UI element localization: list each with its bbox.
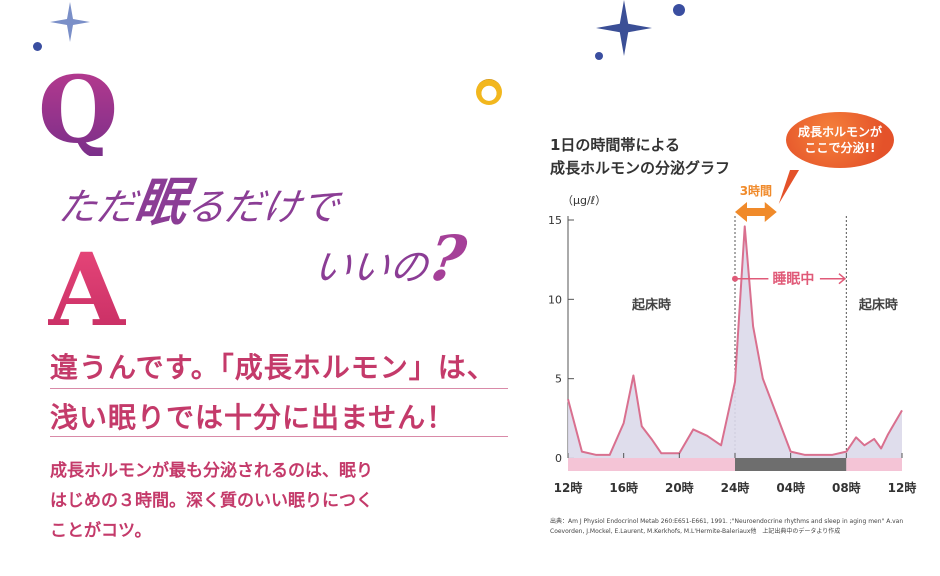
decor-dot: [673, 4, 685, 16]
awake-band: [568, 458, 735, 471]
answer-letter: A: [48, 231, 126, 349]
answer-body-text: 成長ホルモンが最も分泌されるのは、眠り はじめの３時間。深く質のいい眠りにつく …: [50, 461, 373, 541]
three-hours-arrow-head: [735, 202, 747, 222]
y-tick-label: 0: [555, 452, 562, 465]
source-citation: 出典：Am J Physiol Endocrinol Metab 260:E65…: [550, 518, 904, 535]
y-tick-label: 15: [548, 214, 562, 227]
x-tick-label: 20時: [665, 480, 694, 495]
x-tick-label: 08時: [832, 480, 861, 495]
answer-headline-1: 違うんです。「成長ホルモン」は、: [50, 351, 496, 384]
callout-line-2: ここで分泌!!: [804, 141, 876, 155]
sleep-band: [735, 458, 847, 471]
sparkle-star-icon: [50, 2, 90, 42]
hormone-line: [567, 225, 903, 456]
sparkle-star-icon: [596, 0, 652, 56]
question-line-2: いいの?: [310, 222, 471, 295]
sleep-label: 睡眠中: [772, 271, 814, 288]
callout-pointer: [778, 170, 800, 204]
three-hours-label: 3時間: [740, 183, 772, 198]
decor-dot: [33, 42, 42, 51]
three-hours-arrow-shaft: [745, 208, 767, 216]
three-hours-arrow-head: [764, 202, 777, 222]
gold-ring-icon: [476, 79, 502, 105]
question-letter: Q: [38, 56, 119, 164]
divider: [50, 388, 508, 389]
awake-band: [846, 458, 902, 471]
x-tick-label: 12時: [554, 480, 583, 495]
chart-title: 1日の時間帯による 成長ホルモンの分泌グラフ: [550, 136, 731, 177]
callout-line-1: 成長ホルモンが: [797, 125, 882, 139]
divider: [50, 436, 508, 437]
decor-dot: [595, 52, 603, 60]
sleep-arrow-head: [838, 273, 847, 285]
x-tick-label: 04時: [776, 480, 805, 495]
y-tick-label: 10: [548, 293, 562, 306]
question-line-1: ただ眠るだけで: [55, 172, 342, 233]
callout-bubble: 成長ホルモンが ここで分泌!!: [786, 112, 894, 168]
y-tick-label: 5: [555, 373, 562, 386]
x-tick-label: 16時: [609, 480, 638, 495]
awake-label-left: 起床時: [631, 297, 671, 313]
hormone-area: [568, 226, 902, 458]
growth-hormone-chart: （μg/ℓ） 0 5 10 15 12時 16時 20時 24時 04時 08時 12時 起床時 起床時 睡…: [548, 170, 917, 495]
y-axis-unit: （μg/ℓ）: [562, 194, 606, 207]
answer-headline-2: 浅い眠りでは十分に出ません！: [50, 401, 456, 434]
awake-label-right: 起床時: [858, 297, 898, 313]
x-tick-label: 12時: [888, 480, 917, 495]
x-tick-label: 24時: [721, 480, 750, 495]
